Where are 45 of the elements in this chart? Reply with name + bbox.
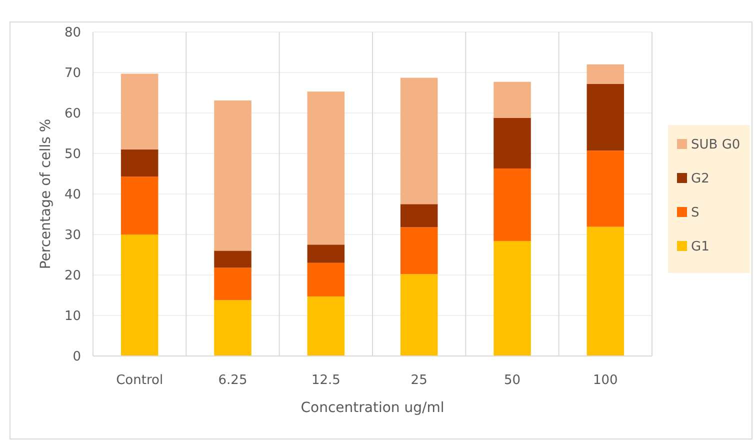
bar [120,74,158,150]
y-tick-label: 10 [64,309,81,324]
x-axis-title: Concentration ug/ml [300,400,444,416]
bar [307,262,345,296]
bar [586,84,624,151]
legend-label: SUB G0 [691,138,740,153]
bar [586,150,624,227]
bar [120,176,158,234]
bar [586,64,624,84]
legend-label: S [691,206,700,221]
bar [214,268,252,300]
bar [400,78,438,204]
legend-label: G2 [691,172,710,187]
bar [400,227,438,274]
bar [214,300,252,356]
y-tick-label: 60 [64,106,81,122]
bar [494,118,531,168]
bar [214,100,252,251]
bar [214,250,252,268]
y-tick-label: 80 [64,26,81,41]
bar [494,168,531,241]
y-axis-title: Percentage of cells % [38,118,54,270]
bar [120,149,158,177]
bar [307,296,345,356]
bar [120,234,158,356]
x-tick-label: 50 [504,373,521,388]
y-tick-label: 0 [72,350,81,365]
y-tick-label: 40 [64,188,81,203]
bar [307,92,345,245]
bar [400,274,438,356]
bar [400,204,438,228]
legend-label: G1 [691,240,710,255]
bar [494,82,531,118]
x-tick-label: Control [116,373,164,388]
bar [494,240,531,356]
y-tick-label: 50 [64,147,81,162]
bar [307,244,345,263]
x-tick-label: 6.25 [218,373,248,388]
bar [586,226,624,356]
x-tick-label: 25 [410,373,428,388]
x-tick-label: 12.5 [311,373,340,388]
y-tick-label: 20 [64,268,81,284]
y-tick-label: 70 [64,66,81,82]
y-tick-label: 30 [64,228,81,244]
x-tick-label: 100 [593,373,618,388]
